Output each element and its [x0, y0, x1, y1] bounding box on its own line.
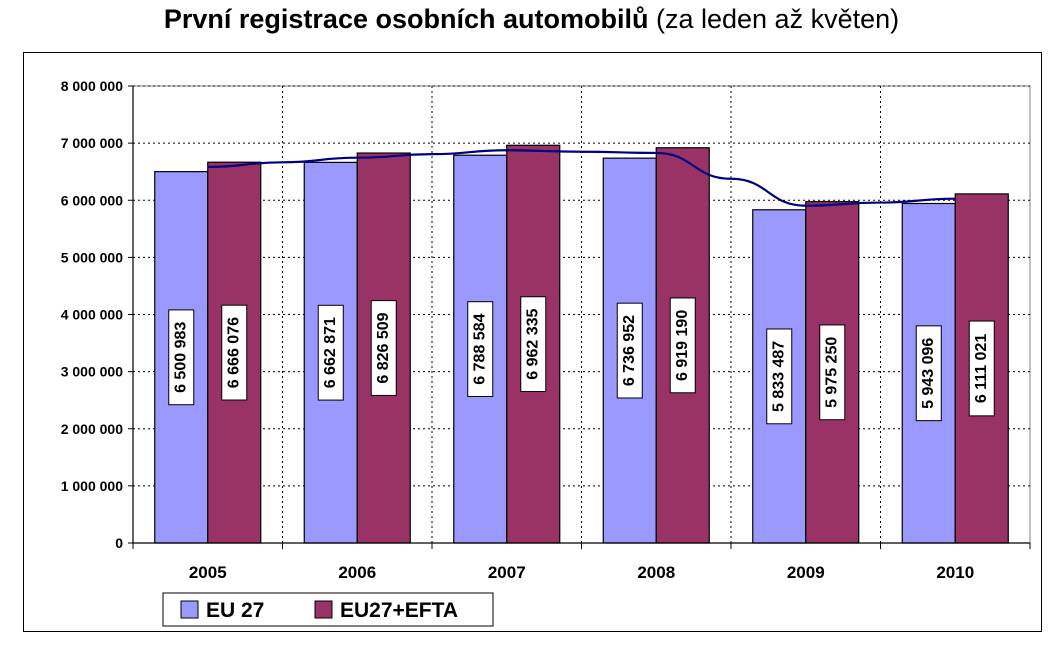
plot-area — [132, 85, 1031, 544]
data-label: 6 788 584 — [472, 313, 489, 384]
data-label-box — [669, 297, 696, 394]
y-tick-label: 7 000 000 — [61, 135, 123, 151]
x-tick-label: 2010 — [936, 563, 974, 582]
data-label-box — [168, 309, 195, 406]
legend-swatch — [180, 600, 199, 619]
legend-swatch — [314, 600, 333, 619]
data-label: 5 943 096 — [920, 338, 937, 409]
legend-label: EU 27 — [206, 599, 264, 622]
data-label: 5 975 250 — [824, 337, 841, 408]
legend — [162, 592, 494, 627]
data-label: 6 919 190 — [674, 310, 691, 381]
data-label: 6 666 076 — [226, 317, 243, 388]
chart-frame — [23, 52, 1042, 632]
y-tick-label: 0 — [115, 535, 123, 551]
y-tick-label: 8 000 000 — [61, 78, 123, 94]
bar[interactable] — [901, 202, 956, 544]
chart-title-main: První registrace osobních automobilů — [163, 4, 649, 34]
data-label-box — [819, 324, 846, 421]
chart-title: První registrace osobních automobilů (za… — [0, 4, 1063, 35]
data-label: 6 500 983 — [173, 322, 190, 393]
data-label-box — [467, 301, 494, 398]
data-label-box — [616, 302, 643, 399]
data-label-box — [370, 300, 397, 396]
y-tick-label: 3 000 000 — [61, 364, 123, 380]
data-label-box — [221, 304, 248, 401]
data-label-box — [520, 296, 547, 393]
chart-title-sub: (za leden až květen) — [655, 4, 900, 34]
x-tick-label: 2008 — [637, 563, 675, 582]
y-tick-label: 2 000 000 — [61, 421, 123, 437]
data-label-box — [766, 328, 793, 425]
y-tick-label: 1 000 000 — [61, 478, 123, 494]
data-label-box — [968, 320, 995, 417]
data-label: 6 826 509 — [375, 312, 392, 383]
data-label: 6 111 021 — [973, 334, 990, 404]
x-tick-label: 2006 — [338, 563, 376, 582]
data-label-box — [915, 325, 942, 422]
data-label: 6 662 871 — [322, 317, 339, 388]
data-label: 6 736 952 — [621, 315, 638, 386]
bar[interactable] — [303, 161, 358, 544]
x-tick-label: 2009 — [787, 563, 825, 582]
trend-line — [207, 149, 956, 207]
data-label: 6 962 335 — [525, 308, 542, 379]
y-tick-label: 4 000 000 — [61, 307, 123, 323]
y-tick-label: 5 000 000 — [61, 249, 123, 265]
y-tick-label: 6 000 000 — [61, 192, 123, 208]
x-tick-label: 2007 — [488, 563, 526, 582]
data-label: 5 833 487 — [771, 341, 788, 412]
x-tick-label: 2005 — [189, 563, 227, 582]
data-label-box — [317, 304, 344, 401]
legend-label: EU27+EFTA — [340, 599, 458, 622]
